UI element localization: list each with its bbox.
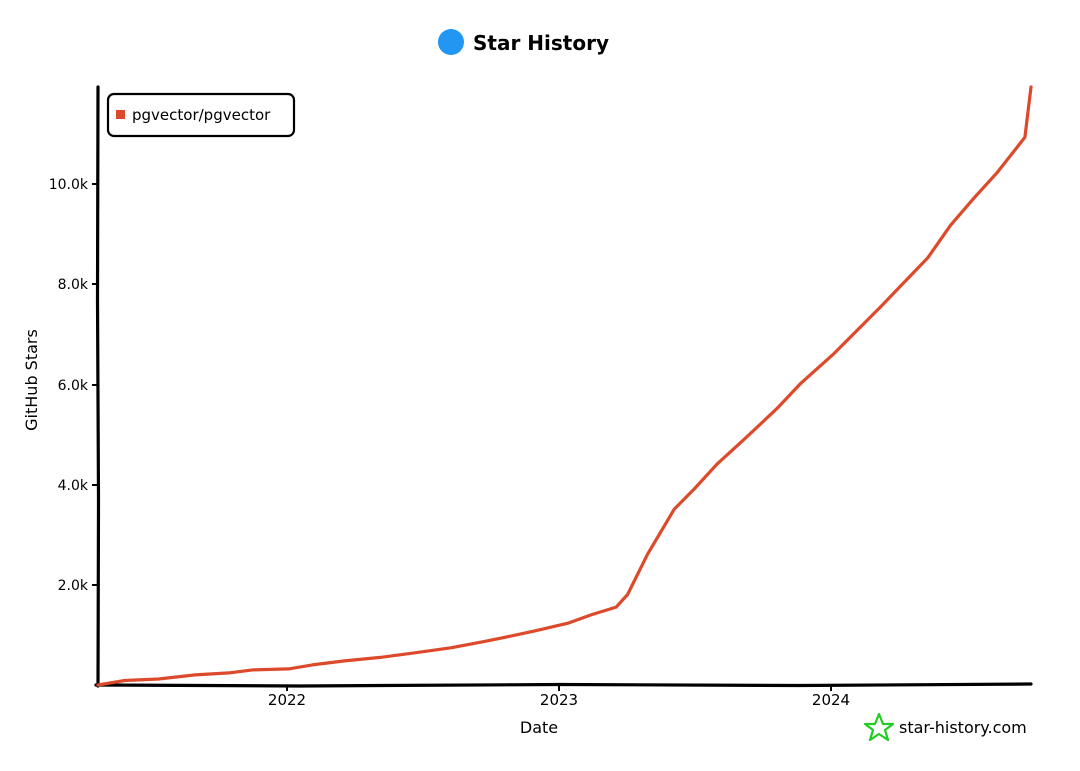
blue-circle-icon xyxy=(438,29,464,55)
x-tick-label: 2023 xyxy=(540,691,578,709)
chart-header: Star History xyxy=(438,29,609,55)
y-tick-label: 8.0k xyxy=(58,277,89,293)
y-axis-line xyxy=(95,85,101,688)
x-tick-label: 2024 xyxy=(812,691,850,709)
x-tick-label: 2022 xyxy=(268,691,306,709)
y-tick-label: 6.0k xyxy=(58,378,89,394)
axes xyxy=(94,85,1033,688)
y-tick-label: 4.0k xyxy=(58,478,89,494)
y-axis-title: GitHub Stars xyxy=(22,329,41,431)
x-tick-group: 2022 2023 2024 xyxy=(268,685,850,709)
x-axis-line xyxy=(94,682,1033,688)
y-tick-label: 10.0k xyxy=(49,177,89,193)
watermark-text: star-history.com xyxy=(899,718,1027,737)
legend: pgvector/pgvector xyxy=(106,92,296,138)
watermark: star-history.com xyxy=(863,712,1027,742)
series-line-pgvector xyxy=(96,85,1033,687)
y-tick-group: 2.0k 4.0k 6.0k 8.0k 10.0k xyxy=(49,177,98,594)
star-outline-icon xyxy=(863,712,895,742)
x-axis-title: Date xyxy=(520,718,558,737)
legend-swatch xyxy=(116,110,125,119)
y-tick-label: 2.0k xyxy=(58,578,89,594)
chart-title: Star History xyxy=(473,31,609,55)
legend-label: pgvector/pgvector xyxy=(132,106,271,124)
legend-box xyxy=(106,92,296,138)
